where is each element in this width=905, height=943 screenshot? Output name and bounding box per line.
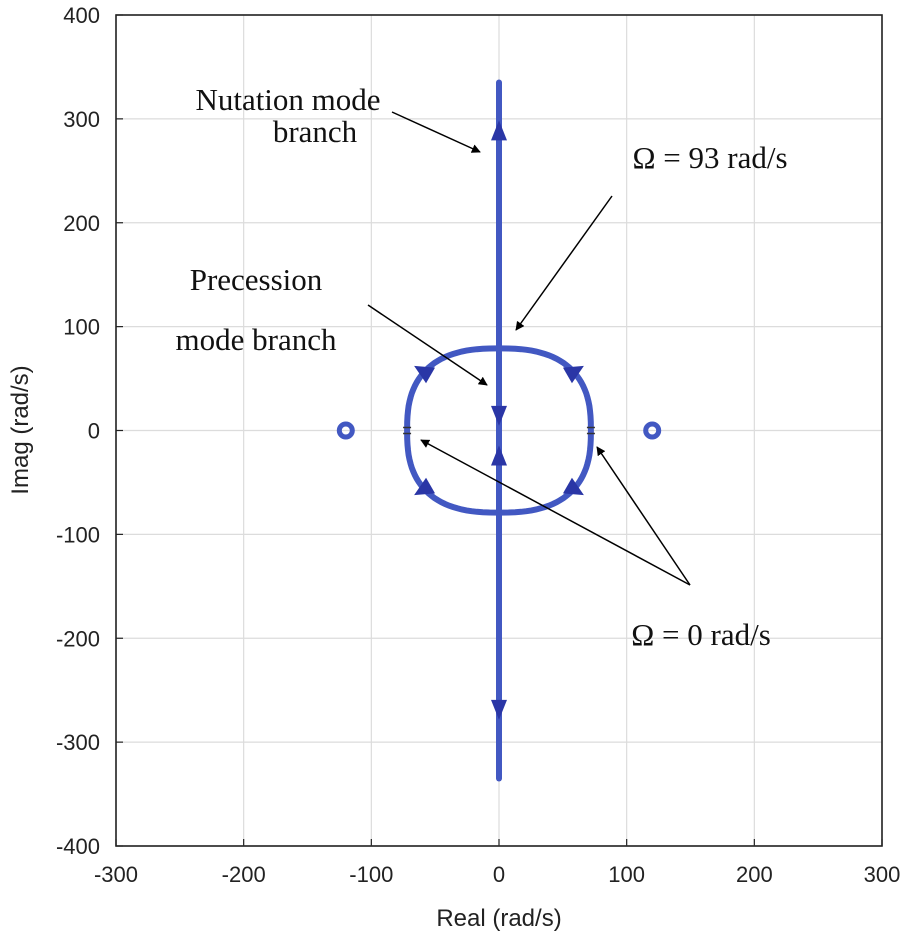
- x-axis-label: Real (rad/s): [436, 905, 561, 932]
- loop-direction-arrow: [414, 365, 436, 384]
- y-tick-label: 0: [88, 419, 100, 444]
- loop-direction-arrow: [414, 477, 436, 496]
- annotation-arrow: [515, 195, 613, 331]
- plot-frame: [115, 14, 883, 847]
- branch-direction-arrow: [491, 445, 507, 466]
- annotation-text: Ω = 0 rad/s: [631, 617, 771, 652]
- annotation-text: Nutation mode: [195, 82, 380, 117]
- annotation-text: Precession: [190, 262, 323, 297]
- x-tick-label: -100: [349, 862, 393, 887]
- zero-marker: [336, 421, 355, 440]
- annotation-arrow: [596, 446, 691, 586]
- annotation-arrow: [367, 304, 488, 386]
- y-tick-label: -400: [56, 834, 100, 859]
- x-tick-label: 300: [864, 862, 901, 887]
- tick-labels: -300 -200 -100 0 100 200 300 400 300 200 100 0 -100 -…: [56, 3, 900, 887]
- precession-loop: [404, 345, 594, 516]
- annotation-text: Ω = 93 rad/s: [632, 140, 787, 175]
- x-tick-label: 100: [608, 862, 645, 887]
- branch-direction-arrow: [491, 405, 507, 426]
- loop-direction-arrow: [562, 365, 584, 384]
- x-tick-label: 0: [493, 862, 505, 887]
- series: [336, 79, 662, 782]
- y-axis-label: Imag (rad/s): [7, 365, 34, 494]
- y-tick-label: 200: [63, 211, 100, 236]
- y-tick-label: 300: [63, 107, 100, 132]
- branch-direction-arrow: [491, 699, 507, 720]
- zero-marker: [643, 421, 662, 440]
- y-tick-label: -200: [56, 626, 100, 651]
- x-tick-label: -200: [222, 862, 266, 887]
- y-tick-label: -100: [56, 522, 100, 547]
- annotation-text: mode branch: [176, 322, 337, 357]
- annotation-arrow: [391, 111, 481, 153]
- loop-direction-arrow: [562, 477, 584, 496]
- x-tick-label: 200: [736, 862, 773, 887]
- y-tick-label: -300: [56, 730, 100, 755]
- branch-direction-arrow: [491, 120, 507, 141]
- x-tick-label: -300: [94, 862, 138, 887]
- annotation-arrow: [420, 439, 691, 586]
- annotation-text: branch: [273, 114, 358, 149]
- y-tick-label: 400: [63, 3, 100, 28]
- y-tick-label: 100: [63, 315, 100, 340]
